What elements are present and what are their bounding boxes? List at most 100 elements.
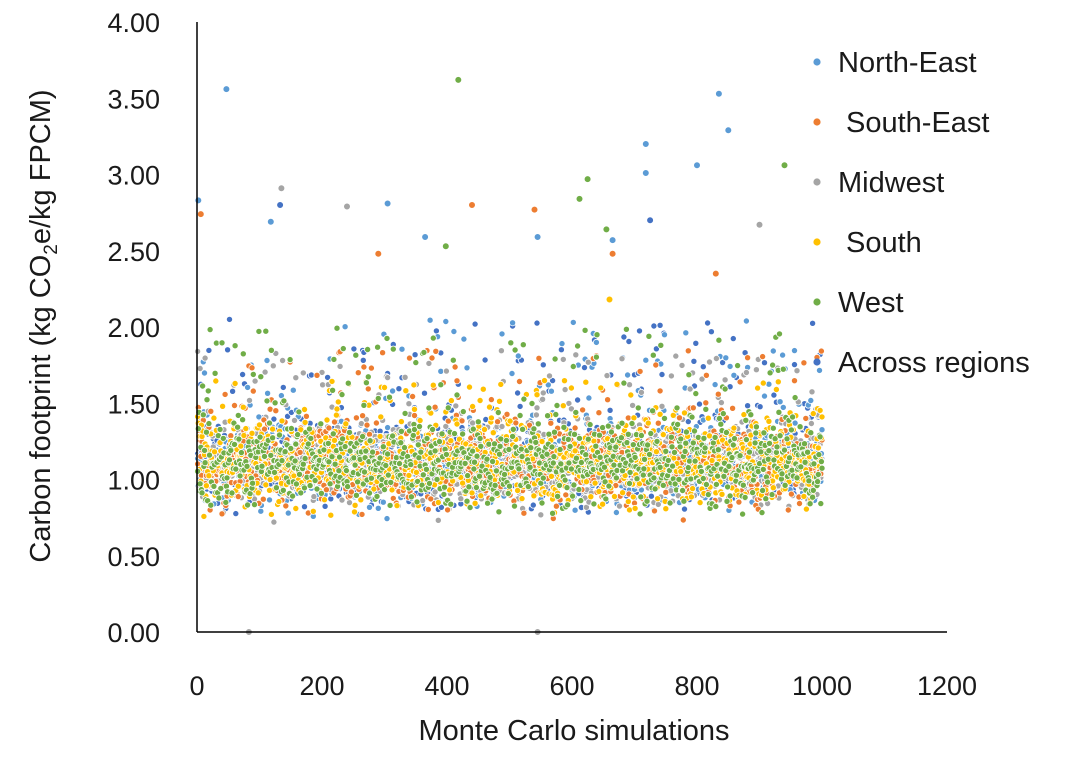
data-point	[533, 391, 541, 399]
data-point	[481, 356, 489, 364]
data-point	[744, 402, 752, 410]
data-point	[263, 356, 271, 364]
data-point	[776, 398, 784, 406]
data-point	[309, 507, 317, 515]
data-point	[333, 405, 341, 413]
data-point	[212, 377, 220, 385]
data-point	[248, 429, 256, 437]
data-point	[546, 372, 554, 380]
data-point	[802, 414, 810, 422]
data-point	[587, 493, 595, 501]
data-point	[559, 355, 567, 363]
data-point	[677, 467, 685, 475]
data-point	[354, 369, 362, 377]
data-point	[547, 387, 555, 395]
data-point	[770, 391, 778, 399]
data-point	[444, 417, 452, 425]
data-point	[682, 329, 690, 337]
data-point	[405, 400, 413, 408]
data-point	[582, 378, 590, 386]
data-point	[552, 502, 560, 510]
data-point	[292, 374, 300, 382]
data-point	[269, 362, 277, 370]
data-point	[330, 436, 338, 444]
data-point	[772, 385, 780, 393]
data-point	[428, 354, 436, 362]
data-point	[254, 489, 262, 497]
data-point	[248, 364, 256, 372]
data-point	[620, 333, 628, 341]
data-point	[557, 346, 565, 354]
data-point	[410, 411, 418, 419]
data-point	[678, 361, 686, 369]
data-point	[629, 493, 637, 501]
data-point	[676, 414, 684, 422]
data-point	[796, 499, 804, 507]
data-point	[535, 354, 543, 362]
data-point	[658, 370, 666, 378]
data-point	[416, 416, 424, 424]
data-point	[687, 493, 695, 501]
data-point	[207, 407, 215, 415]
data-point	[205, 346, 213, 354]
data-point	[684, 347, 692, 355]
data-point	[374, 504, 382, 512]
data-point	[444, 506, 452, 514]
data-point	[367, 364, 375, 372]
data-point	[509, 319, 517, 327]
data-point	[672, 352, 680, 360]
data-point	[647, 492, 655, 500]
data-point	[452, 402, 460, 410]
data-point	[320, 496, 328, 504]
data-point	[581, 364, 589, 372]
data-point	[613, 380, 621, 388]
data-point	[477, 492, 485, 500]
data-point	[654, 419, 662, 427]
data-point	[719, 359, 727, 367]
data-point	[532, 411, 540, 419]
data-point	[487, 414, 495, 422]
data-point	[791, 377, 799, 385]
data-point	[301, 418, 309, 426]
data-point	[398, 345, 406, 353]
data-point	[221, 390, 229, 398]
data-point	[818, 426, 826, 434]
data-point	[468, 489, 476, 497]
data-point	[489, 429, 497, 437]
data-point	[341, 323, 349, 331]
data-point	[538, 437, 546, 445]
data-point	[539, 395, 547, 403]
data-point	[405, 354, 413, 362]
data-point	[266, 405, 274, 413]
data-point	[350, 345, 358, 353]
data-point	[453, 377, 461, 385]
data-point	[379, 498, 387, 506]
data-point	[809, 319, 817, 327]
data-point	[631, 504, 639, 512]
data-point	[420, 389, 428, 397]
data-point	[514, 389, 522, 397]
data-point	[451, 363, 459, 371]
data-point	[787, 490, 795, 498]
data-point	[205, 472, 213, 480]
data-point	[611, 492, 619, 500]
data-point	[547, 472, 555, 480]
data-point	[359, 412, 367, 420]
data-point	[262, 481, 270, 489]
data-point	[296, 448, 304, 456]
data-point	[469, 419, 477, 427]
data-point	[397, 418, 405, 426]
data-point	[585, 394, 593, 402]
data-point	[736, 378, 744, 386]
data-point	[471, 320, 479, 328]
data-point	[533, 319, 541, 327]
data-point	[265, 496, 273, 504]
data-point	[278, 417, 286, 425]
data-point	[330, 418, 338, 426]
data-point	[453, 420, 461, 428]
data-point	[692, 339, 700, 347]
data-point	[495, 397, 503, 405]
data-point	[325, 424, 333, 432]
data-point	[237, 442, 245, 450]
